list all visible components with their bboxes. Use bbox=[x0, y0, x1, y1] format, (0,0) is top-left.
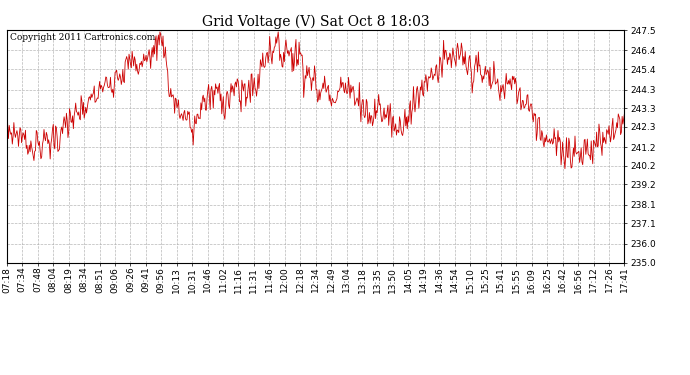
Title: Grid Voltage (V) Sat Oct 8 18:03: Grid Voltage (V) Sat Oct 8 18:03 bbox=[202, 15, 429, 29]
Text: Copyright 2011 Cartronics.com: Copyright 2011 Cartronics.com bbox=[10, 33, 155, 42]
